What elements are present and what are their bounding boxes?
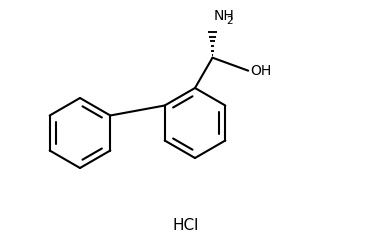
Text: 2: 2 — [226, 16, 233, 26]
Text: HCl: HCl — [173, 217, 199, 233]
Text: NH: NH — [213, 9, 234, 23]
Text: OH: OH — [250, 64, 272, 78]
